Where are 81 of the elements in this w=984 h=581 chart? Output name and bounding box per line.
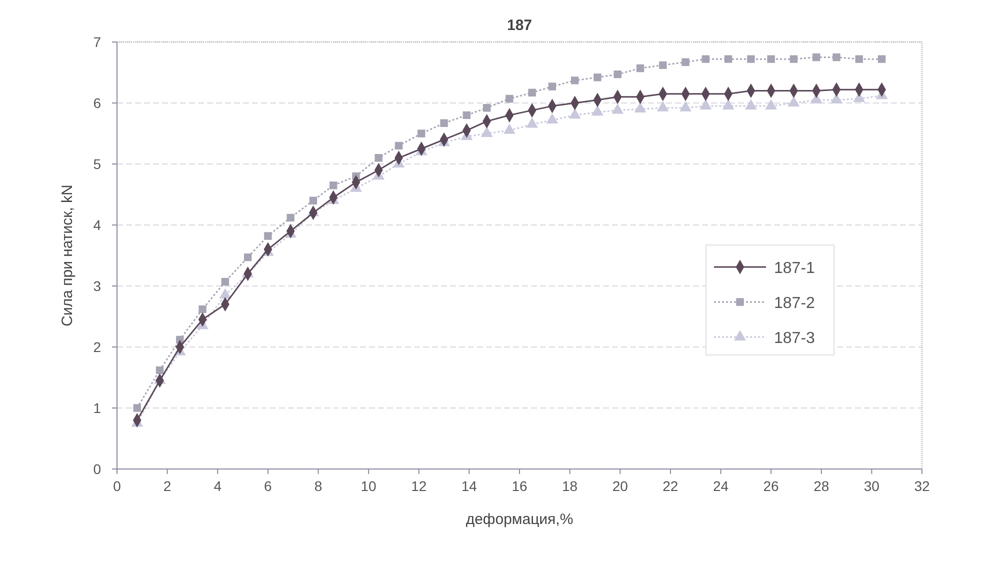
point <box>747 55 755 63</box>
point <box>329 181 338 190</box>
point <box>767 55 775 63</box>
point <box>790 55 798 63</box>
point <box>722 100 734 110</box>
point <box>220 288 231 299</box>
point <box>700 100 712 110</box>
x-tick-label: 10 <box>360 478 377 494</box>
y-tick-label: 7 <box>93 34 102 50</box>
point <box>482 104 491 112</box>
point <box>680 101 692 112</box>
y-tick-label: 4 <box>93 217 102 233</box>
y-tick-label: 2 <box>93 339 102 355</box>
y-tick-label: 6 <box>93 95 102 111</box>
y-axis-title: Сила при натиск, kN <box>59 184 76 326</box>
x-tick-label: 6 <box>264 478 272 494</box>
point <box>682 58 690 66</box>
point <box>569 108 580 119</box>
point <box>198 305 206 314</box>
point <box>286 214 294 222</box>
point <box>418 130 426 138</box>
legend-label: 187-3 <box>774 330 816 347</box>
point <box>133 404 141 412</box>
point <box>765 100 777 110</box>
x-tick-label: 28 <box>814 478 830 494</box>
x-tick-label: 20 <box>612 478 628 494</box>
legend-label: 187-1 <box>774 260 816 277</box>
point <box>855 55 863 63</box>
point <box>657 101 668 112</box>
point <box>614 70 622 78</box>
point <box>506 94 514 103</box>
x-axis-title: деформация,% <box>466 511 574 528</box>
x-tick-label: 4 <box>214 478 222 494</box>
point <box>548 82 556 90</box>
x-tick-label: 2 <box>163 478 172 494</box>
x-tick-label: 16 <box>512 478 528 494</box>
point <box>812 53 820 62</box>
point <box>481 127 492 137</box>
y-tick-label: 3 <box>93 278 102 294</box>
chart-title: 187 <box>506 17 532 34</box>
x-tick-label: 0 <box>113 478 122 494</box>
point <box>788 96 800 106</box>
point <box>830 94 842 104</box>
point <box>264 232 272 240</box>
x-tick-label: 18 <box>562 478 578 494</box>
point <box>309 196 318 204</box>
x-tick-label: 24 <box>712 478 729 494</box>
point <box>724 55 732 63</box>
point <box>244 253 252 262</box>
point <box>504 124 516 134</box>
x-tick-label: 12 <box>411 478 427 494</box>
point <box>594 74 602 82</box>
point <box>878 55 886 63</box>
point <box>546 114 558 124</box>
x-tick-label: 26 <box>763 478 780 494</box>
point <box>612 104 624 114</box>
point <box>156 366 164 374</box>
point <box>221 278 230 286</box>
point <box>526 118 538 128</box>
x-tick-label: 14 <box>461 478 478 494</box>
point <box>374 154 382 162</box>
point <box>636 64 644 72</box>
point <box>702 55 710 63</box>
point <box>462 111 471 120</box>
legend-label: 187-2 <box>774 295 816 312</box>
point <box>570 76 579 84</box>
point <box>440 119 448 127</box>
y-tick-label: 0 <box>93 461 102 477</box>
x-tick-label: 8 <box>314 478 322 494</box>
y-tick-label: 5 <box>93 156 102 172</box>
point <box>394 142 403 150</box>
point <box>745 100 757 110</box>
point <box>634 102 646 113</box>
x-tick-label: 32 <box>914 478 930 494</box>
point <box>659 61 667 70</box>
x-tick-label: 22 <box>662 478 678 494</box>
point <box>592 106 604 116</box>
point <box>528 88 536 96</box>
x-tick-label: 30 <box>864 478 880 494</box>
y-tick-label: 1 <box>93 400 102 416</box>
point <box>832 53 840 62</box>
